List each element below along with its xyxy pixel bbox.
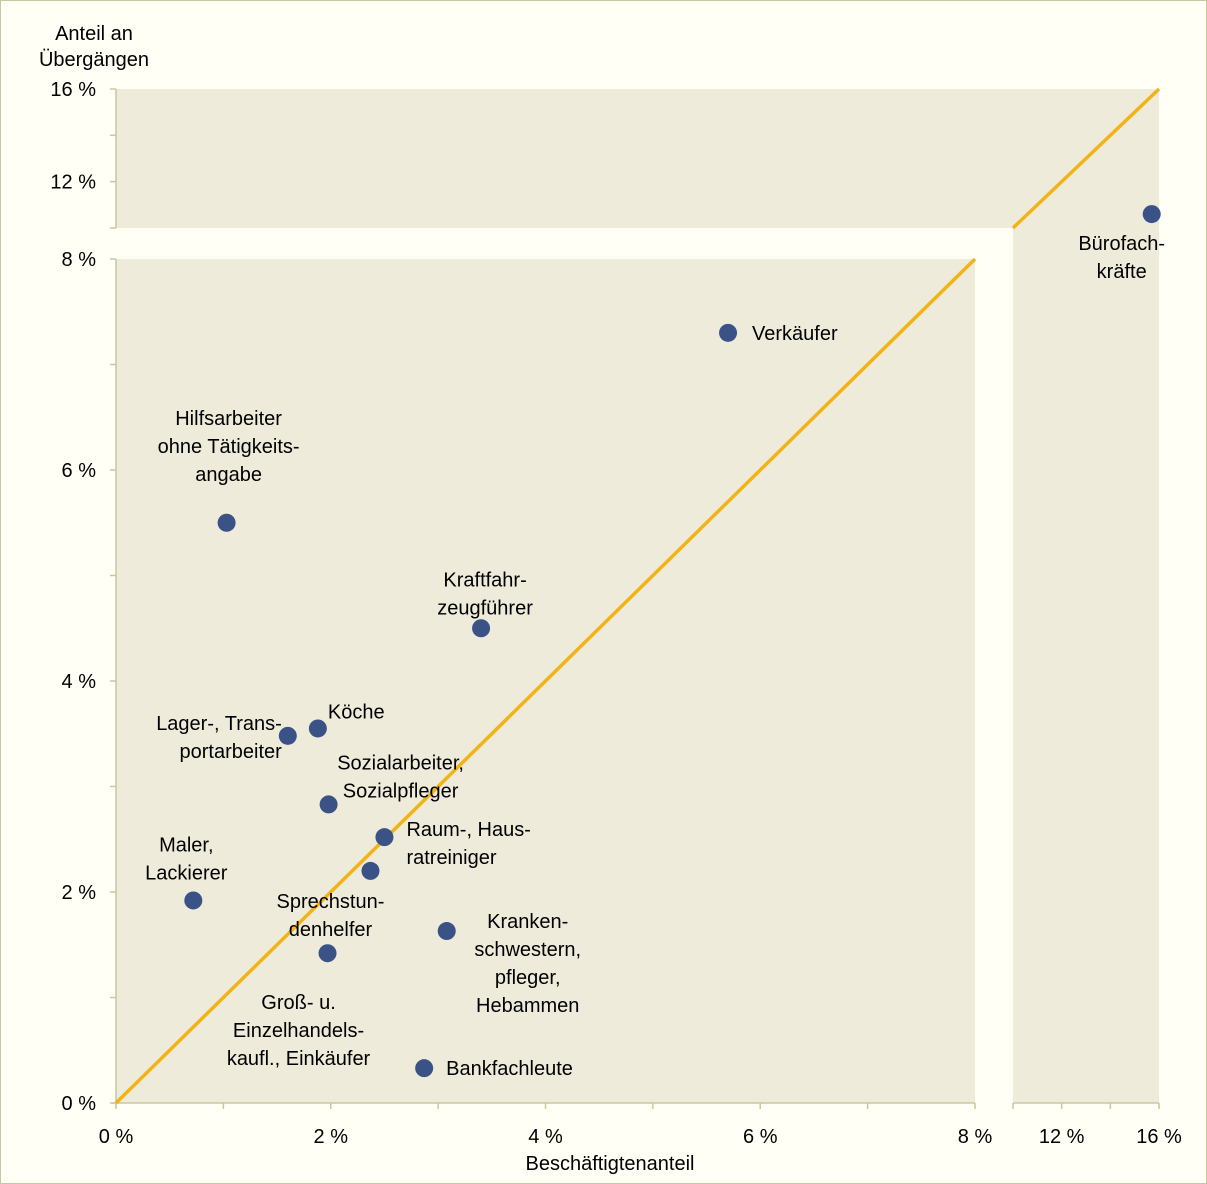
y-axis-title: Anteil an (55, 23, 133, 45)
diagonal-line-broken (1011, 87, 1161, 230)
data-label: Bankfachleute (446, 1058, 573, 1080)
data-point (472, 619, 491, 638)
data-label: Hilfsarbeiter (175, 408, 282, 430)
data-label: kaufl., Einkäufer (227, 1048, 371, 1070)
data-label: pfleger, (495, 967, 561, 989)
data-point (437, 922, 456, 941)
y-tick-label: 8 % (62, 249, 97, 271)
data-label: Raum-, Haus- (406, 819, 530, 841)
data-point (361, 861, 380, 880)
y-tick-label: 12 % (50, 172, 96, 194)
data-point (184, 891, 203, 910)
data-point (1142, 205, 1161, 224)
x-tick-label: 16 % (1136, 1126, 1182, 1148)
y-tick-label: 2 % (62, 882, 97, 904)
data-point (319, 795, 338, 814)
data-label: portarbeiter (180, 741, 283, 763)
diagonal-line-main (114, 257, 977, 1105)
data-points (184, 205, 1161, 1078)
data-label: Verkäufer (752, 323, 838, 345)
data-point (719, 323, 738, 342)
x-tick-label: 4 % (528, 1126, 563, 1148)
diagonal-reference-line (114, 87, 1161, 1105)
plot-area-top-break (116, 89, 1159, 228)
data-label: Sozialpfleger (343, 780, 459, 802)
plot-area-right-break (1013, 228, 1159, 1103)
axes: 0 % 2 % 4 % 6 % 8 % 12 % 16 % 0 % 2 % 4 % 6 % 8 % 12… (50, 79, 1182, 1148)
data-label: ratreiniger (406, 847, 496, 869)
data-label: Köche (328, 701, 385, 723)
data-label: Kranken- (487, 911, 568, 933)
data-label: zeugführer (437, 597, 533, 619)
x-axis-title: Beschäftigtenanteil (525, 1153, 694, 1175)
data-label: Lager-, Trans- (156, 713, 282, 735)
data-point (278, 726, 297, 745)
x-tick-label: 6 % (743, 1126, 778, 1148)
x-tick-label: 2 % (314, 1126, 349, 1148)
data-label: Maler, (159, 834, 213, 856)
data-point (375, 828, 394, 847)
data-label: angabe (195, 464, 262, 486)
point-labels: Bürofach-kräfte Verkäufer Hilfsarbeiter ohn… (145, 233, 1165, 1080)
data-label: kräfte (1097, 261, 1147, 283)
data-point (415, 1059, 434, 1078)
data-label: Bürofach- (1078, 233, 1165, 255)
x-tick-label: 8 % (958, 1126, 993, 1148)
data-label: schwestern, (474, 939, 581, 961)
data-point (308, 719, 327, 738)
data-label: Sozialarbeiter, (337, 752, 464, 774)
y-tick-label: 0 % (62, 1093, 97, 1115)
y-tick-label: 16 % (50, 79, 96, 101)
data-point (217, 513, 236, 532)
data-label: Kraftfahr- (443, 569, 526, 591)
axis-titles: Beschäftigtenanteil Anteil an Übergängen (39, 23, 695, 1175)
y-tick-label: 4 % (62, 671, 97, 693)
data-label: Hebammen (476, 995, 579, 1017)
data-point (318, 944, 337, 963)
x-tick-label: 0 % (99, 1126, 134, 1148)
data-label: denhelfer (289, 919, 373, 941)
y-axis-title: Übergängen (39, 49, 149, 71)
data-label: Einzelhandels- (233, 1020, 364, 1042)
data-label: ohne Tätigkeits- (158, 436, 300, 458)
data-label: Sprechstun- (277, 891, 385, 913)
y-tick-label: 6 % (62, 460, 97, 482)
data-label: Lackierer (145, 862, 228, 884)
x-tick-label: 12 % (1039, 1126, 1085, 1148)
data-label: Groß- u. (261, 992, 335, 1014)
